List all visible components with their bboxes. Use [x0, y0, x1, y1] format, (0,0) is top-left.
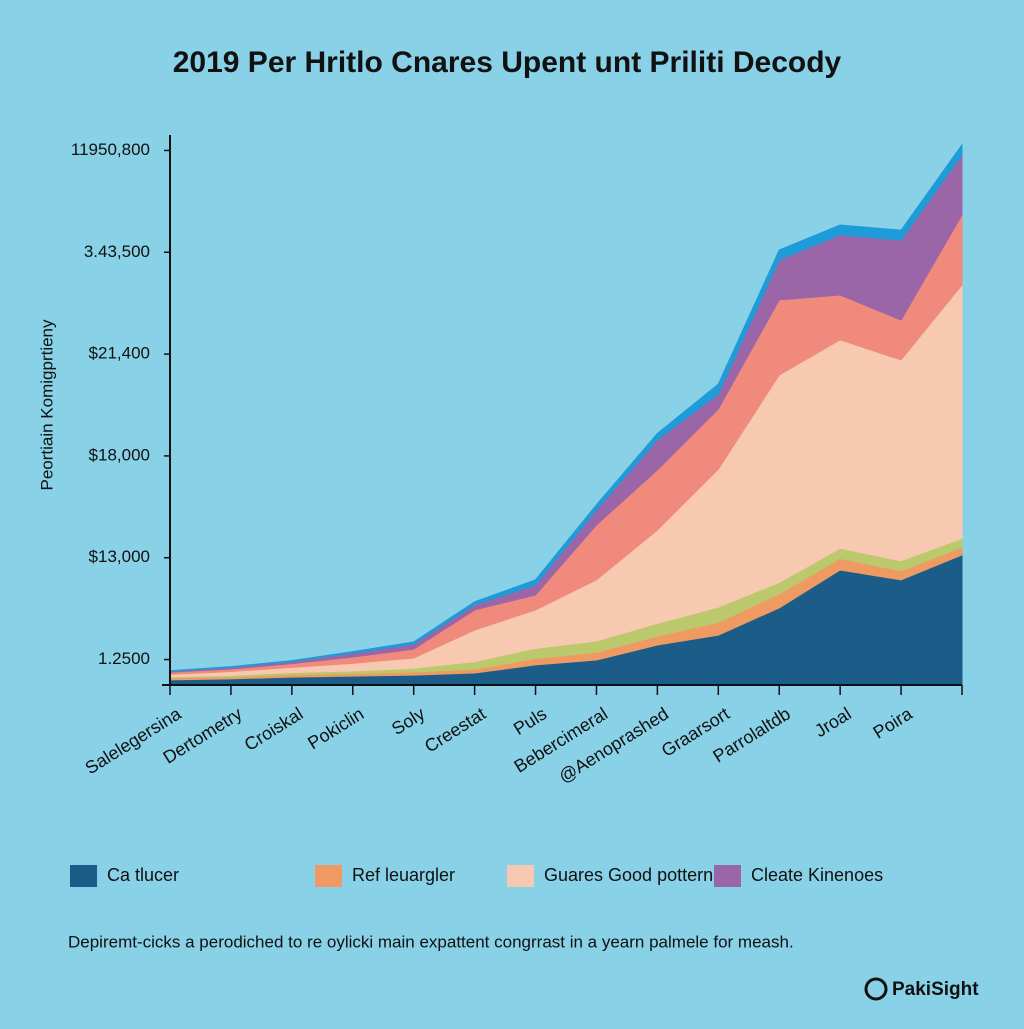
legend-label: Ref leuargler [352, 865, 455, 885]
y-tick-label: 11950,800 [71, 140, 150, 159]
x-tick-label: Soly [388, 703, 428, 739]
y-tick-label: $18,000 [89, 445, 150, 464]
x-tick-label: Croiskal [241, 703, 307, 754]
chart-title: 2019 Per Hritlo Cnares Upent unt Priliti… [173, 46, 842, 79]
x-tick-label: Poira [869, 703, 916, 743]
brand-name: PakiSight [892, 979, 979, 1000]
y-axis-title: Peortiain Komigprtieny [37, 319, 56, 491]
x-tick-label: @Aenoprashed [555, 703, 672, 786]
x-tick-label: Pokiclin [304, 703, 367, 753]
brand-icon [864, 977, 888, 1001]
legend-swatch [714, 865, 741, 887]
legend-label: Ca tlucer [107, 865, 179, 885]
y-tick-label: 1.2500 [98, 649, 150, 668]
legend-label: Guares Good potterns [544, 865, 722, 885]
plot-area [169, 143, 963, 686]
legend: Ca tlucer Ref leuargler Guares Good potter… [70, 865, 883, 887]
legend-swatch [70, 865, 97, 887]
legend-swatch [507, 865, 534, 887]
y-tick-label: $13,000 [89, 547, 150, 566]
legend-label: Cleate Kinenoes [751, 865, 883, 885]
x-tick-label: Jroal [811, 703, 855, 741]
y-tick-label: 3.43,500 [84, 242, 150, 261]
brand-logo: PakiSight [864, 977, 979, 1001]
footnote: Depiremt-cicks a perodiched to re oylick… [68, 932, 794, 951]
x-tick-label: Creestat [421, 703, 489, 756]
x-tick-label: Puls [510, 703, 550, 739]
legend-swatch [315, 865, 342, 887]
y-tick-label: $21,400 [89, 344, 150, 363]
area [169, 143, 963, 672]
